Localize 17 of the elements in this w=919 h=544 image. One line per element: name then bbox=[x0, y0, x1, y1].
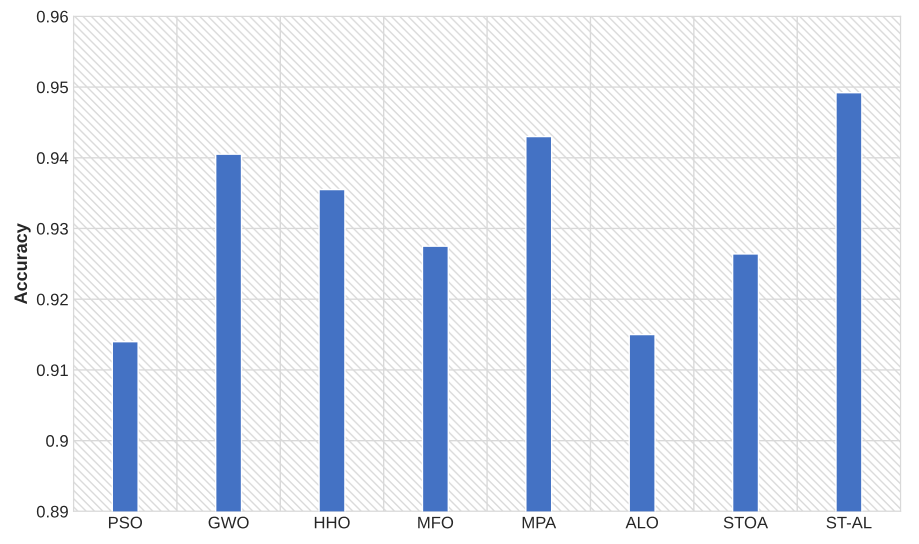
x-tick-label: MFO bbox=[418, 516, 454, 528]
x-tick-label: ALO bbox=[626, 516, 658, 528]
y-tick-label: 0.93 bbox=[36, 222, 68, 235]
y-tick-label: 0.94 bbox=[36, 152, 68, 164]
y-tick-label: 0.91 bbox=[36, 364, 68, 376]
x-tick-label: GWO bbox=[208, 516, 249, 528]
x-tick-label: PSO bbox=[108, 516, 142, 528]
x-tick-label: MPA bbox=[522, 516, 556, 528]
y-tick-label: 0.92 bbox=[36, 294, 68, 306]
y-tick-label: 0.96 bbox=[36, 10, 68, 23]
x-tick-label: HHO bbox=[314, 516, 350, 528]
y-axis-title: Accuracy bbox=[14, 223, 31, 304]
x-tick-label: STOA bbox=[724, 516, 768, 528]
x-tick-label: ST-AL bbox=[826, 516, 872, 528]
y-tick-label: 0.89 bbox=[36, 506, 68, 518]
y-tick-label: 0.9 bbox=[46, 435, 68, 447]
y-tick-label: 0.95 bbox=[36, 81, 68, 94]
